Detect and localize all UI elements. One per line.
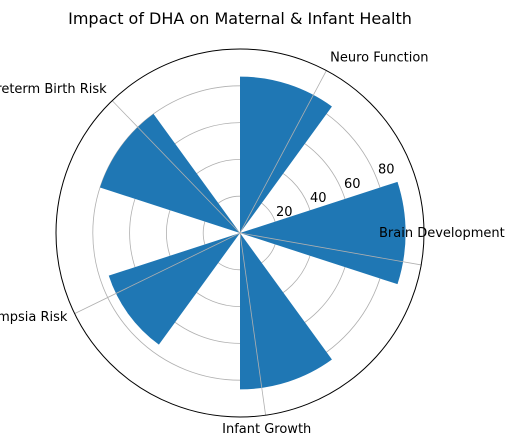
angular-grid-line (111, 100, 241, 234)
category-label: Preterm Birth Risk (0, 82, 107, 97)
bar-2 (100, 113, 240, 233)
angular-grid-line (239, 70, 327, 234)
r-tick-label: 40 (310, 191, 327, 206)
polar-frame (55, 48, 425, 418)
bar-layer (100, 76, 406, 390)
r-tick-label: 20 (276, 205, 293, 220)
category-label: Neuro Function (330, 50, 428, 65)
bar-4 (240, 233, 332, 390)
angular-grid-line (74, 232, 241, 315)
category-label-layer: Brain Development Neuro Function Preterm B… (0, 50, 505, 437)
spoke-layer (74, 70, 422, 416)
r-tick-label: 80 (378, 163, 395, 178)
category-label: Infant Growth (222, 422, 311, 437)
r-tick-label: 60 (344, 177, 361, 192)
angular-grid-line (239, 232, 422, 266)
r-tick-layer: 20 40 60 80 (276, 163, 395, 220)
category-label: Pre-eclampsia Risk (0, 310, 68, 325)
category-label: Brain Development (379, 226, 505, 241)
bar-1 (240, 76, 332, 233)
angular-grid-line (239, 232, 267, 416)
chart-title: Impact of DHA on Maternal & Infant Healt… (68, 9, 412, 28)
bar-3 (108, 233, 240, 345)
bar-0 (240, 181, 406, 285)
